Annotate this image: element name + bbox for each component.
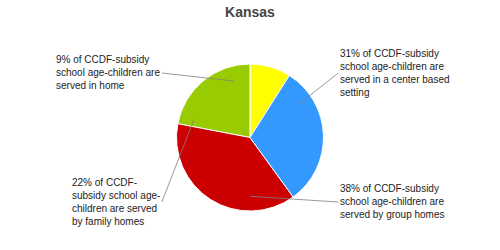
svg-text:31% of CCDF-subsidyschool age-: 31% of CCDF-subsidyschool age-children a… (340, 48, 450, 98)
svg-text:38% of CCDF-subsidyschool age-: 38% of CCDF-subsidyschool age-children a… (340, 183, 445, 220)
svg-text:Kansas: Kansas (225, 4, 275, 20)
svg-text:9% of CCDF-subsidyschool age-c: 9% of CCDF-subsidyschool age-children ar… (56, 54, 160, 91)
svg-text:22% of CCDF-subsidy school age: 22% of CCDF-subsidy school age-children … (72, 177, 160, 227)
